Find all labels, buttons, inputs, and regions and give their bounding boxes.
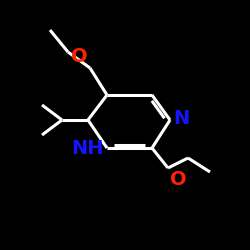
Text: NH: NH <box>72 140 104 158</box>
Text: O: O <box>72 47 88 66</box>
Text: O: O <box>170 170 186 189</box>
Text: N: N <box>173 110 189 128</box>
